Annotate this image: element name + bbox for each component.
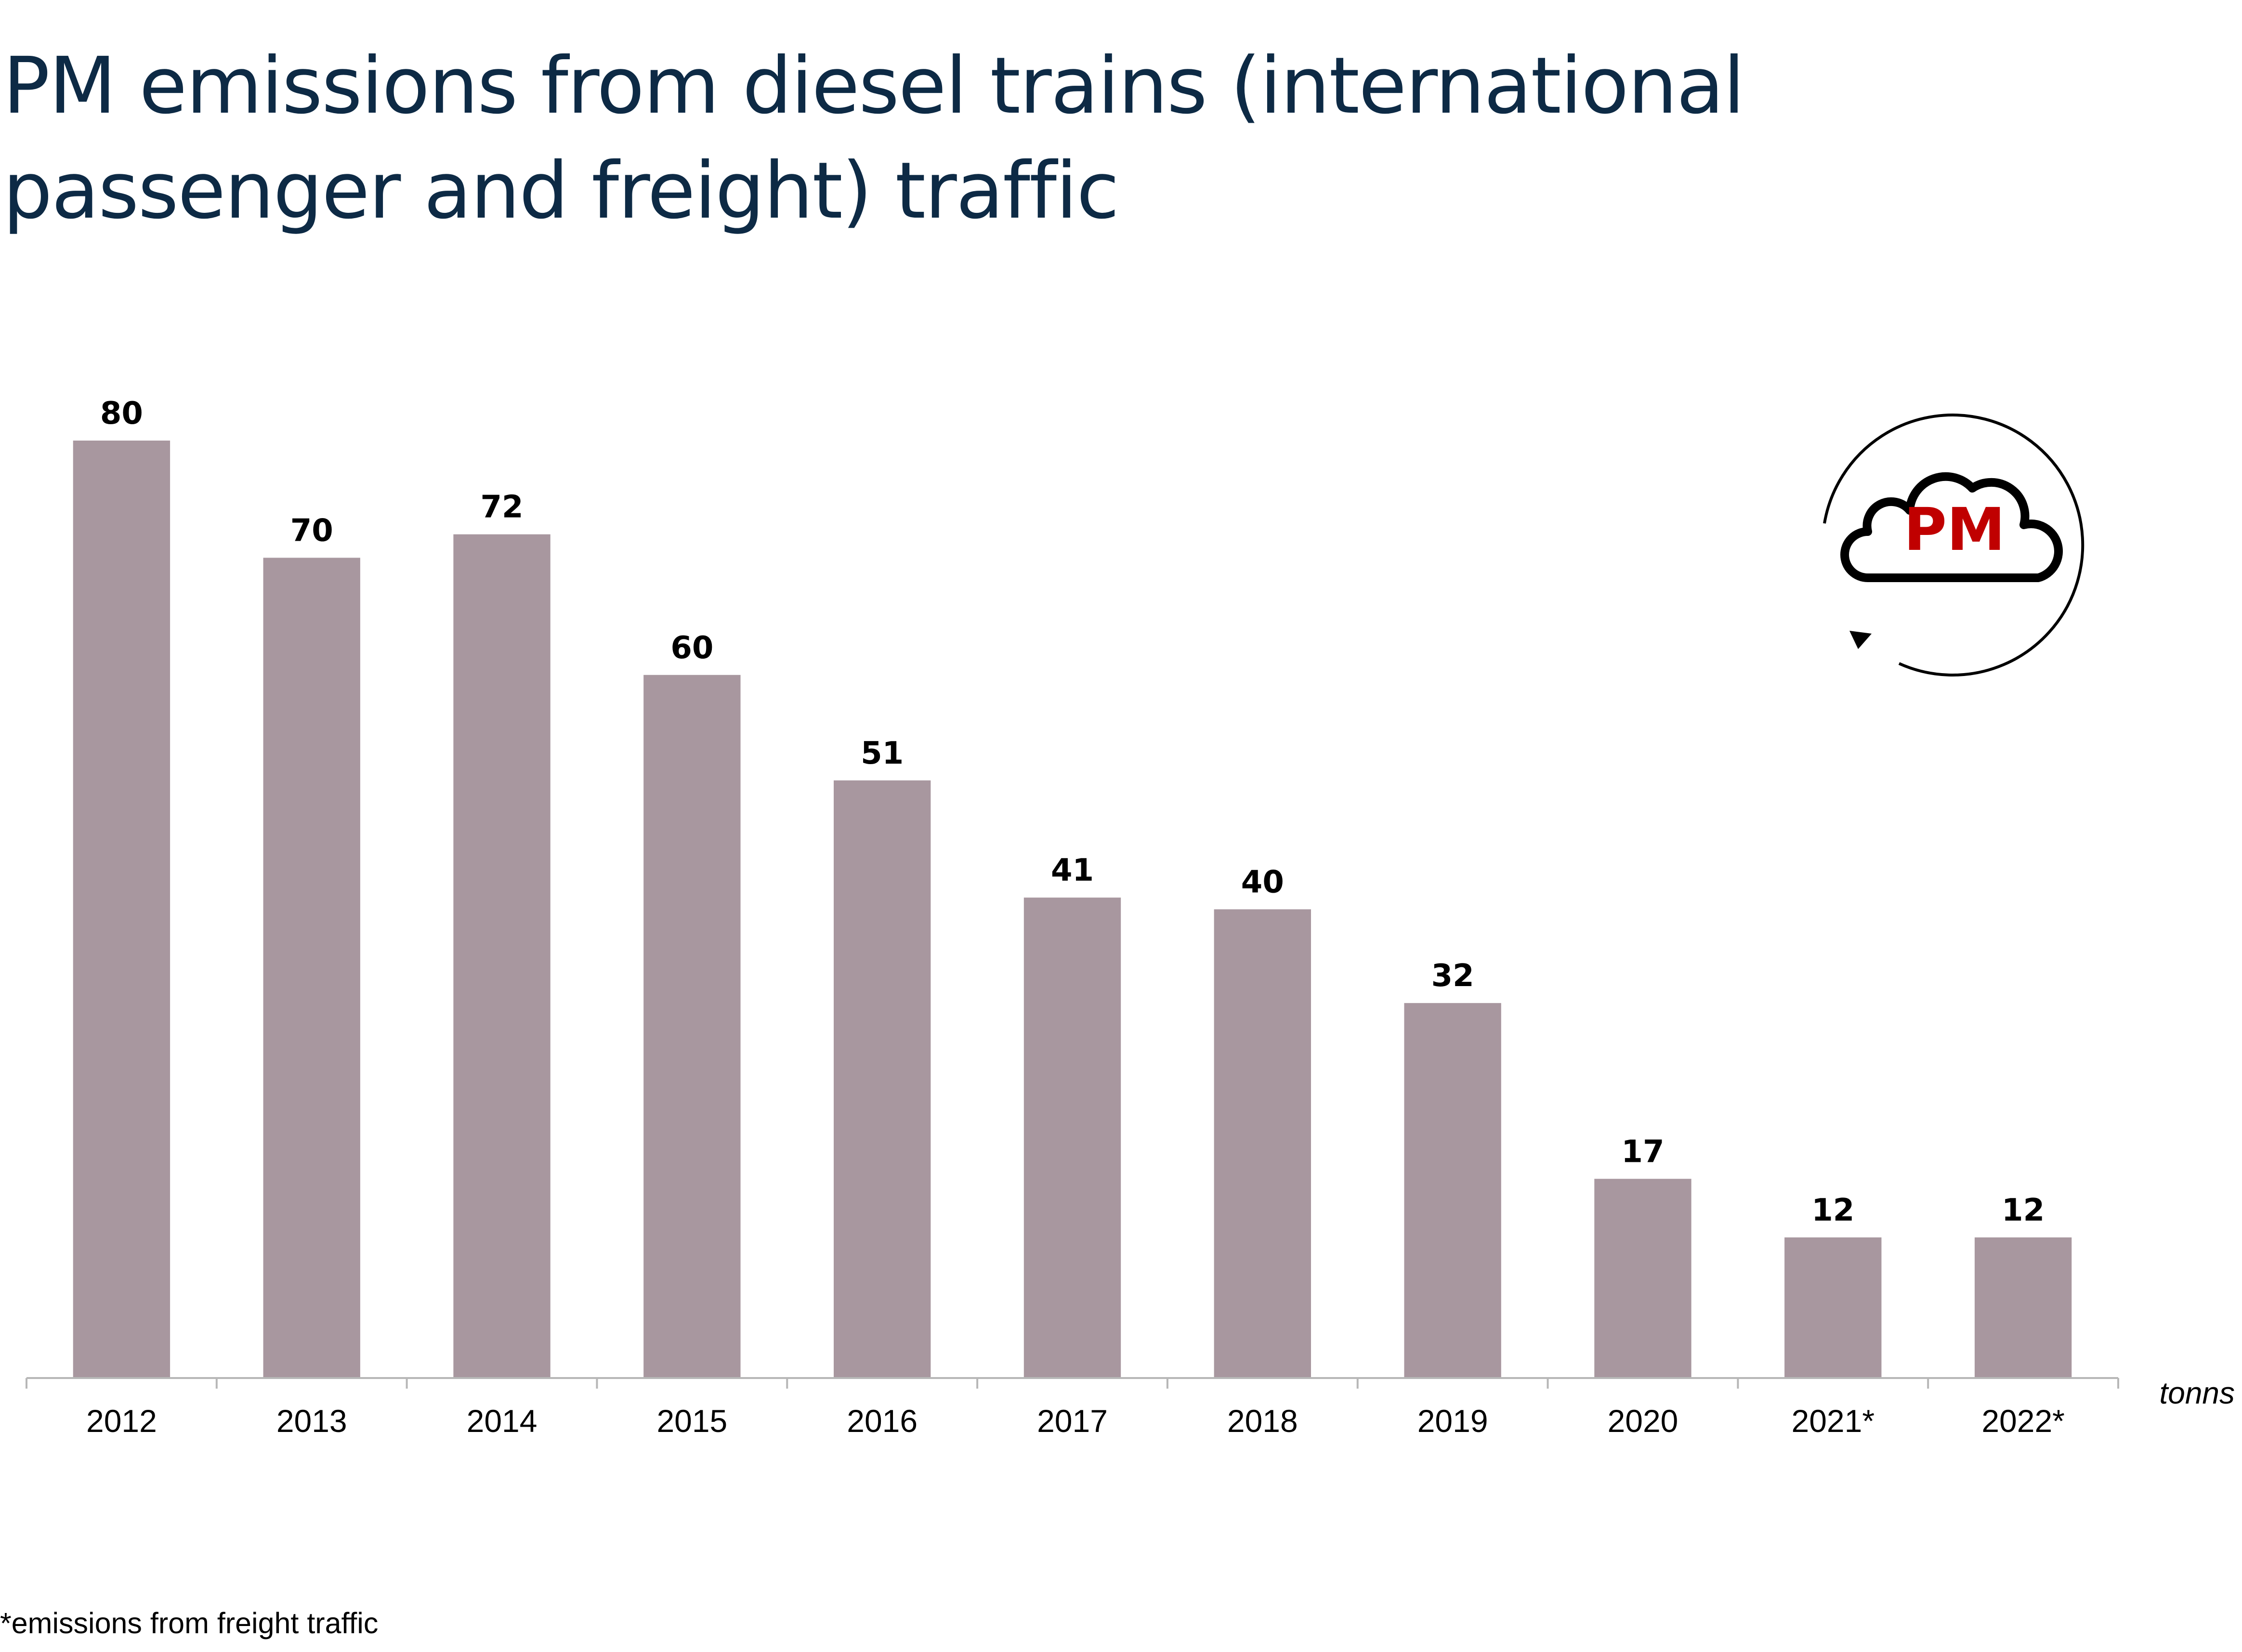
bar-2021-star bbox=[1784, 1237, 1882, 1378]
chart-title: PM emissions from diesel trains (interna… bbox=[3, 41, 1745, 236]
unit-label: tonns bbox=[2159, 1376, 2235, 1410]
x-axis-tick-labels: 2012 2013 2014 2015 2016 2017 2018 2019 2020 2021… bbox=[86, 1403, 2065, 1439]
value-label: 80 bbox=[100, 396, 143, 431]
value-labels-layer: 80 70 72 60 51 41 40 32 17 12 12 bbox=[100, 396, 2045, 1228]
value-label: 72 bbox=[481, 490, 524, 525]
x-tick-label: 2018 bbox=[1227, 1403, 1298, 1439]
cloud-cycle-icon bbox=[1823, 414, 2085, 676]
x-tick-label: 2012 bbox=[86, 1403, 157, 1439]
bar-2022-star bbox=[1974, 1237, 2072, 1378]
x-tick-label: 2015 bbox=[656, 1403, 727, 1439]
value-label: 12 bbox=[1811, 1193, 1854, 1228]
value-label: 32 bbox=[1431, 958, 1474, 994]
x-tick-label: 2022* bbox=[1981, 1403, 2065, 1439]
value-label: 70 bbox=[290, 513, 333, 548]
value-label: 12 bbox=[2002, 1193, 2045, 1228]
footnote: *emissions from freight traffic bbox=[0, 1607, 379, 1639]
bar-2020 bbox=[1594, 1179, 1691, 1378]
bar-2018 bbox=[1214, 909, 1311, 1378]
x-tick-label: 2013 bbox=[276, 1403, 347, 1439]
bar-2017 bbox=[1023, 898, 1121, 1378]
x-tick-label: 2017 bbox=[1037, 1403, 1108, 1439]
bar-2013 bbox=[263, 558, 360, 1378]
x-tick-label: 2021* bbox=[1792, 1403, 1875, 1439]
bar-2019 bbox=[1404, 1003, 1501, 1378]
value-label: 51 bbox=[861, 736, 904, 771]
bar-2014 bbox=[453, 534, 551, 1378]
value-label: 17 bbox=[1621, 1134, 1664, 1170]
x-tick-label: 2020 bbox=[1608, 1403, 1678, 1439]
value-label: 60 bbox=[670, 630, 713, 666]
value-label: 41 bbox=[1051, 853, 1094, 888]
bars-layer bbox=[73, 441, 2072, 1378]
x-tick-label: 2019 bbox=[1417, 1403, 1488, 1439]
x-axis-ticks bbox=[26, 1378, 2119, 1389]
bar-2016 bbox=[834, 780, 931, 1378]
bar-2015 bbox=[643, 675, 741, 1378]
bar-2012 bbox=[73, 441, 170, 1378]
x-tick-label: 2014 bbox=[467, 1403, 538, 1439]
pm-logo-text: PM bbox=[1904, 495, 2006, 564]
x-tick-label: 2016 bbox=[847, 1403, 918, 1439]
value-label: 40 bbox=[1241, 865, 1284, 900]
pm-cloud-logo: PM bbox=[1806, 400, 2105, 679]
